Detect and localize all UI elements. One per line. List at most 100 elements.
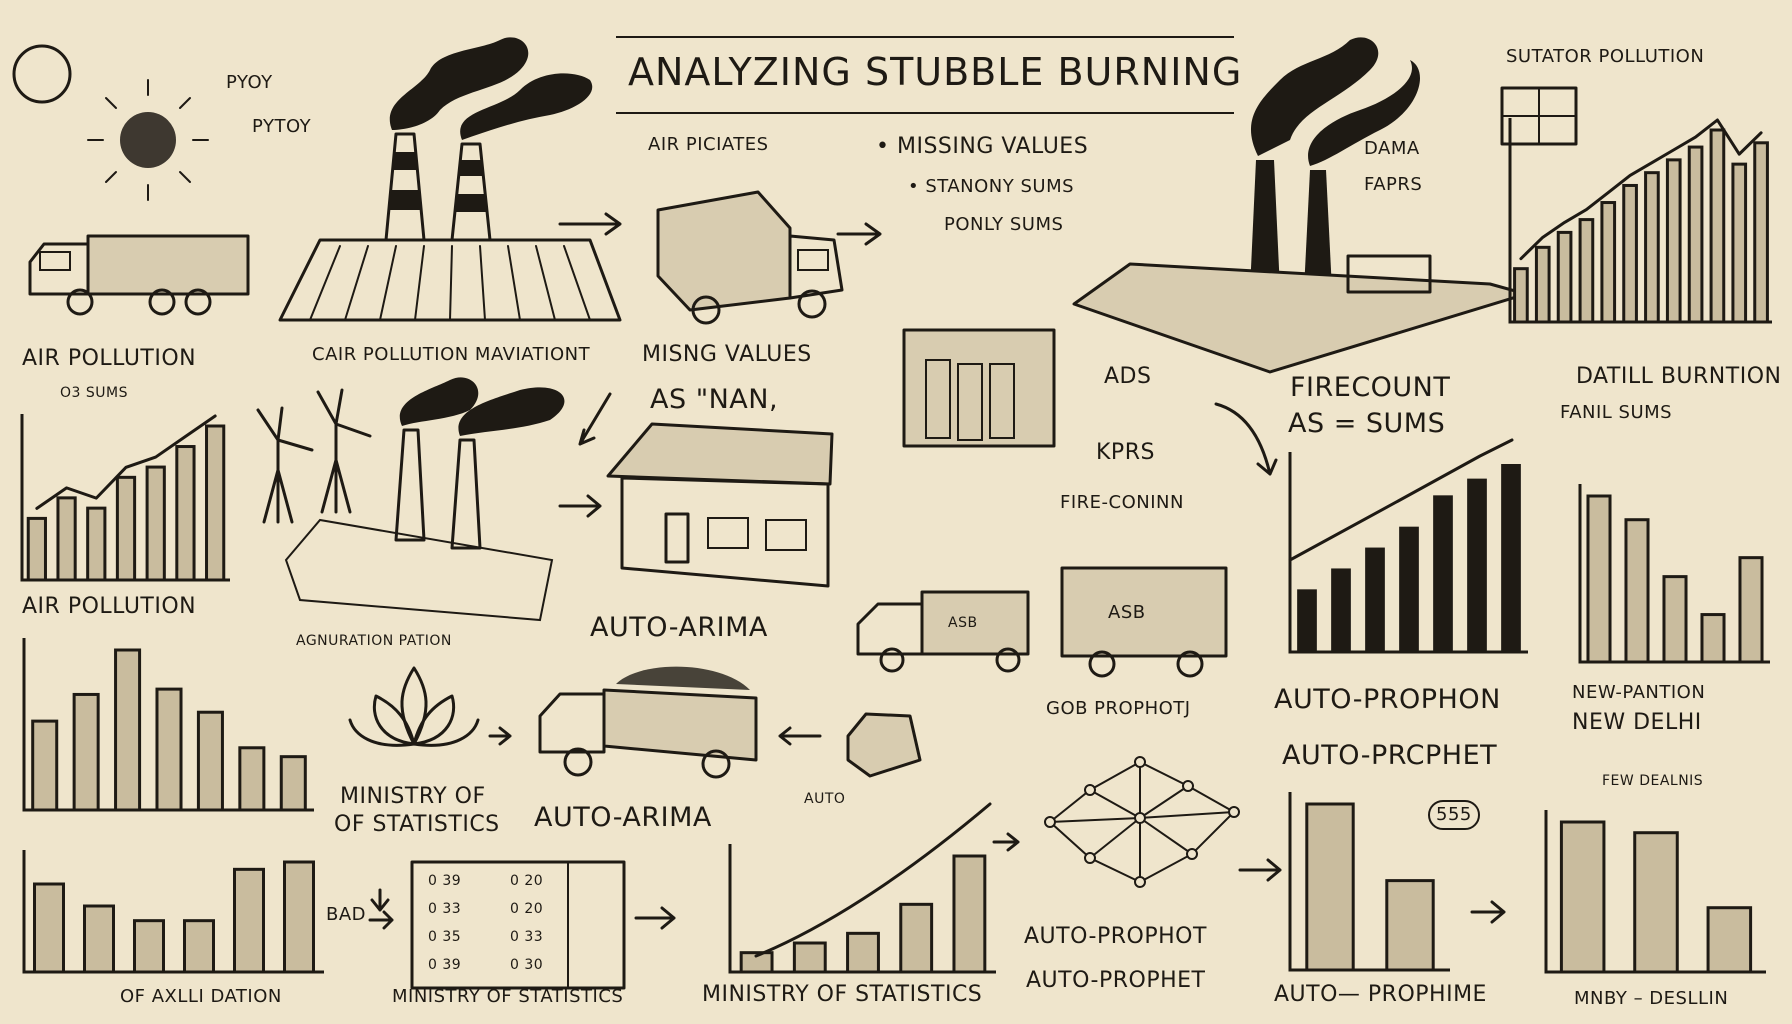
label-auto-prophot: AUTO-PROPHOT	[1024, 924, 1207, 949]
circle-icon	[12, 44, 72, 104]
chart-bar	[72, 692, 100, 812]
pen-icon	[902, 328, 1056, 448]
chart-bar	[83, 904, 115, 974]
chart-bar	[1624, 518, 1650, 664]
label-auto-small: AUTO	[804, 791, 846, 807]
chart-bar	[1687, 145, 1704, 324]
wind-turbine-icon	[256, 388, 372, 524]
chart-bar	[1399, 526, 1419, 652]
label-bad: BAD	[326, 904, 367, 925]
table-cell: 0 39	[428, 873, 462, 889]
table-cell: 0 33	[428, 901, 462, 917]
chart-bar	[1559, 820, 1606, 974]
chart-bar	[1738, 556, 1764, 664]
chart-bar	[1467, 478, 1487, 652]
label-555: 555	[1428, 800, 1480, 830]
chart-bar	[1662, 575, 1688, 664]
van-sign: ASB	[1108, 602, 1146, 623]
box-icon	[846, 712, 922, 778]
chart-bar	[175, 445, 196, 582]
chart-bar	[1305, 802, 1355, 972]
label-kprs: KPRS	[1096, 440, 1155, 465]
truck-sign: ASB	[948, 615, 978, 631]
chart-bar	[952, 854, 987, 974]
label-stanony-sums: • STANONY SUMS	[908, 176, 1075, 197]
arrow-icons	[368, 212, 1506, 930]
label-stator-pollution: SUTATOR POLLUTION	[1506, 46, 1705, 67]
chart-bar	[899, 902, 934, 974]
label-as-sums: AS = SUMS	[1288, 408, 1446, 439]
label-fanil-sums: FANIL SUMS	[1560, 402, 1673, 423]
farmhouse-icon	[1346, 254, 1432, 294]
chart-bar	[86, 506, 107, 582]
chart-bar	[1622, 183, 1638, 324]
label-of-statistics: OF STATISTICS	[334, 812, 500, 837]
label-as-nan: AS "NAN,	[650, 384, 779, 415]
chart-bar	[1731, 162, 1748, 324]
chart-bar	[1534, 245, 1551, 324]
factory-chimneys-icon	[384, 37, 593, 242]
chart-bar	[133, 919, 165, 974]
chart-trend-line	[754, 802, 992, 958]
table-cell: 0 20	[510, 873, 544, 889]
label-pyoy: PYOY	[226, 72, 273, 93]
chart-bar	[1331, 568, 1351, 652]
dump-truck-icon	[538, 666, 758, 779]
chart-bar	[233, 867, 265, 974]
chart-bar	[196, 710, 224, 812]
lotus-icon	[348, 666, 480, 747]
chart-bar	[183, 919, 215, 974]
chart-bar	[115, 475, 137, 582]
label-air-picates: AIR PICIATES	[648, 134, 769, 155]
label-bottom-4: AUTO— PROPHIME	[1274, 982, 1487, 1007]
chart-bar	[33, 882, 65, 974]
box-truck-icon	[1060, 566, 1228, 678]
chart-bar	[792, 941, 827, 974]
building-icon	[606, 422, 834, 588]
label-detail-burnition: DATILL BURNTION	[1576, 364, 1782, 389]
label-ads: ADS	[1104, 364, 1152, 389]
crop-field-right-icon	[1072, 262, 1528, 374]
chart-trend-line	[1519, 118, 1763, 261]
page-title: ANALYZING STUBBLE BURNING	[628, 50, 1243, 94]
data-table-frame	[410, 860, 626, 990]
chart-bar	[238, 746, 266, 812]
chart-bar	[1556, 230, 1573, 324]
chart-trend-line	[35, 414, 217, 510]
label-misng-values: MISNG VALUES	[642, 342, 812, 367]
chart-bar	[31, 719, 59, 812]
chart-bar	[283, 860, 315, 974]
chart-bar	[739, 951, 774, 974]
label-auto-arima-2: AUTO-ARIMA	[534, 802, 712, 833]
chart-axis	[1544, 810, 1766, 974]
factory-small-icon	[284, 377, 565, 622]
label-dama: DAMA	[1364, 138, 1420, 159]
chart-bar	[1385, 879, 1435, 972]
table-cell: 0 20	[510, 901, 544, 917]
label-bottom-2: MINISTRY OF STATISTICS	[392, 986, 624, 1007]
label-faprs: FAPRS	[1364, 174, 1423, 195]
label-auto-prophet: AUTO-PROPHET	[1026, 968, 1206, 993]
chart-bar	[1709, 128, 1726, 324]
chart-bar	[1297, 589, 1317, 652]
label-fire-conn: FIRE-CONINN	[1060, 492, 1184, 513]
chart-bar	[1665, 158, 1682, 324]
factory-chimneys-right-icon	[1250, 37, 1420, 290]
chart-bar	[1700, 613, 1726, 664]
label-pytoy: PYTOY	[252, 116, 312, 137]
label-ministry-of: MINISTRY OF	[340, 784, 486, 809]
label-bottom-1: OF AXLLI DATION	[120, 986, 282, 1007]
chart-bar	[846, 931, 880, 974]
table-cell: 0 33	[510, 929, 544, 945]
chart-bar	[1753, 141, 1769, 324]
label-air-pollution-2: AIR POLLUTION	[22, 594, 197, 619]
label-air-pollution-1: AIR POLLUTION	[22, 346, 197, 371]
chart-axis	[1508, 118, 1772, 324]
label-cair-pollution: CAIR POLLUTION MAVIATIONT	[312, 344, 591, 365]
label-gob-prophotj: GOB PROPHOTJ	[1046, 698, 1191, 719]
label-auto-prophon: AUTO-PROPHON	[1274, 684, 1501, 715]
chart-bar	[1578, 218, 1595, 324]
chart-bar	[1644, 171, 1660, 324]
label-few-dealnis: FEW DEALNIS	[1602, 773, 1704, 789]
